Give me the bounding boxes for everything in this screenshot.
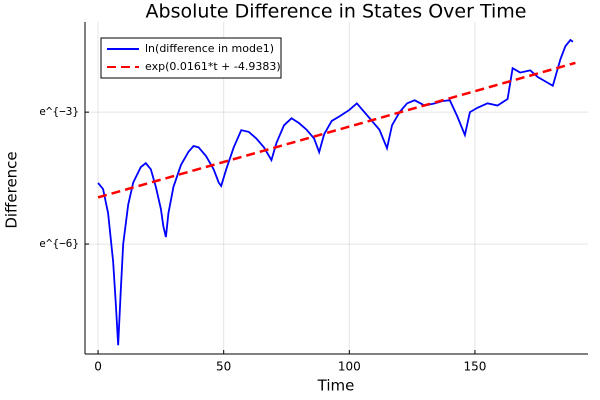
x-tick-label: 50 — [216, 360, 231, 374]
x-tick-label: 150 — [463, 360, 486, 374]
x-tick-label: 100 — [338, 360, 361, 374]
y-axis-label: Difference — [3, 151, 21, 228]
x-tick-label: 0 — [94, 360, 102, 374]
legend-box — [100, 37, 282, 79]
legend-label: exp(0.0161*t + -4.9383) — [145, 60, 281, 73]
y-tick-label: e^{−3} — [39, 105, 79, 118]
data-line — [97, 38, 574, 346]
data-line — [97, 61, 576, 199]
y-tick-label: e^{−6} — [39, 237, 79, 250]
legend-label: ln(difference in mode1) — [145, 42, 274, 55]
x-axis-label: Time — [317, 377, 355, 395]
legend: ln(difference in mode1) exp(0.0161*t + -4… — [100, 37, 282, 79]
chart-title: Absolute Difference in States Over Time — [146, 1, 527, 23]
